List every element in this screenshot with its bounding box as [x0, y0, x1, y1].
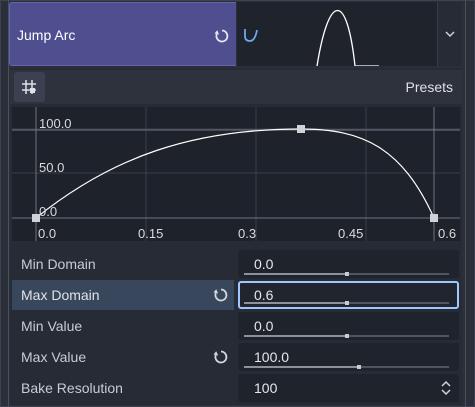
x-tick-label: 0.0: [38, 226, 57, 241]
grid-snap-button[interactable]: [14, 72, 45, 102]
bake-resolution-field[interactable]: 100: [238, 374, 459, 402]
y-tick-label: 100.0: [39, 116, 72, 131]
curve-resource-preview[interactable]: [237, 2, 437, 66]
bake-resolution-value: 100: [254, 380, 278, 396]
inspector-frame: [8, 0, 466, 407]
row-label-bg: [12, 280, 234, 310]
min-value-slider[interactable]: [244, 334, 449, 338]
max-value-label: Max Value: [21, 349, 87, 365]
max-value-slider[interactable]: [244, 365, 449, 369]
dropdown-button[interactable]: [437, 2, 462, 66]
min-domain-value: 0.0: [254, 256, 274, 272]
max-domain-slider[interactable]: [244, 301, 449, 305]
max-value-value: 100.0: [254, 349, 290, 365]
min-value-field[interactable]: 0.0: [238, 312, 459, 340]
curve-resource-icon: [242, 26, 260, 48]
curve-graph[interactable]: 100.0 50.0 0.0 0.0 0.15 0.3 0.45 0.6: [12, 107, 460, 241]
revert-icon[interactable]: [213, 27, 231, 45]
spinner-arrows-icon[interactable]: [441, 380, 451, 399]
revert-icon[interactable]: [212, 348, 230, 366]
presets-menu[interactable]: Presets: [405, 79, 453, 95]
y-tick-label: 50.0: [39, 160, 65, 175]
max-domain-field[interactable]: 0.6: [238, 281, 459, 309]
jump-arc-property[interactable]: Jump Arc: [9, 2, 236, 66]
min-value-row: Min Value 0.0: [12, 311, 460, 341]
revert-icon[interactable]: [212, 286, 230, 304]
slider-grabber[interactable]: [345, 334, 349, 338]
bake-resolution-label: Bake Resolution: [21, 380, 123, 396]
slider-grabber[interactable]: [357, 365, 361, 369]
min-domain-slider[interactable]: [244, 272, 449, 276]
x-tick-label: 0.45: [338, 226, 364, 241]
min-value-value: 0.0: [254, 318, 274, 334]
bake-resolution-row: Bake Resolution 100: [12, 373, 460, 403]
min-domain-label: Min Domain: [21, 256, 96, 272]
slider-grabber[interactable]: [345, 272, 349, 276]
curve-thumbnail: [316, 10, 379, 66]
curve-graph-canvas: [12, 107, 460, 241]
max-domain-label: Max Domain: [21, 287, 100, 303]
min-domain-row: Min Domain 0.0: [12, 249, 460, 279]
max-value-field[interactable]: 100.0: [238, 343, 459, 371]
y-tick-label: 0.0: [39, 204, 58, 219]
curve-toolbar: Presets: [10, 70, 462, 104]
x-tick-label: 0.15: [138, 226, 164, 241]
max-value-row: Max Value 100.0: [12, 342, 460, 372]
property-label: Jump Arc: [17, 27, 76, 43]
x-tick-label: 0.6: [438, 226, 457, 241]
slider-grabber[interactable]: [345, 301, 349, 305]
min-domain-field[interactable]: 0.0: [238, 250, 459, 278]
min-value-label: Min Value: [21, 318, 83, 334]
max-domain-row: Max Domain 0.6: [12, 280, 460, 310]
x-tick-label: 0.3: [238, 226, 257, 241]
max-domain-value: 0.6: [254, 287, 274, 303]
